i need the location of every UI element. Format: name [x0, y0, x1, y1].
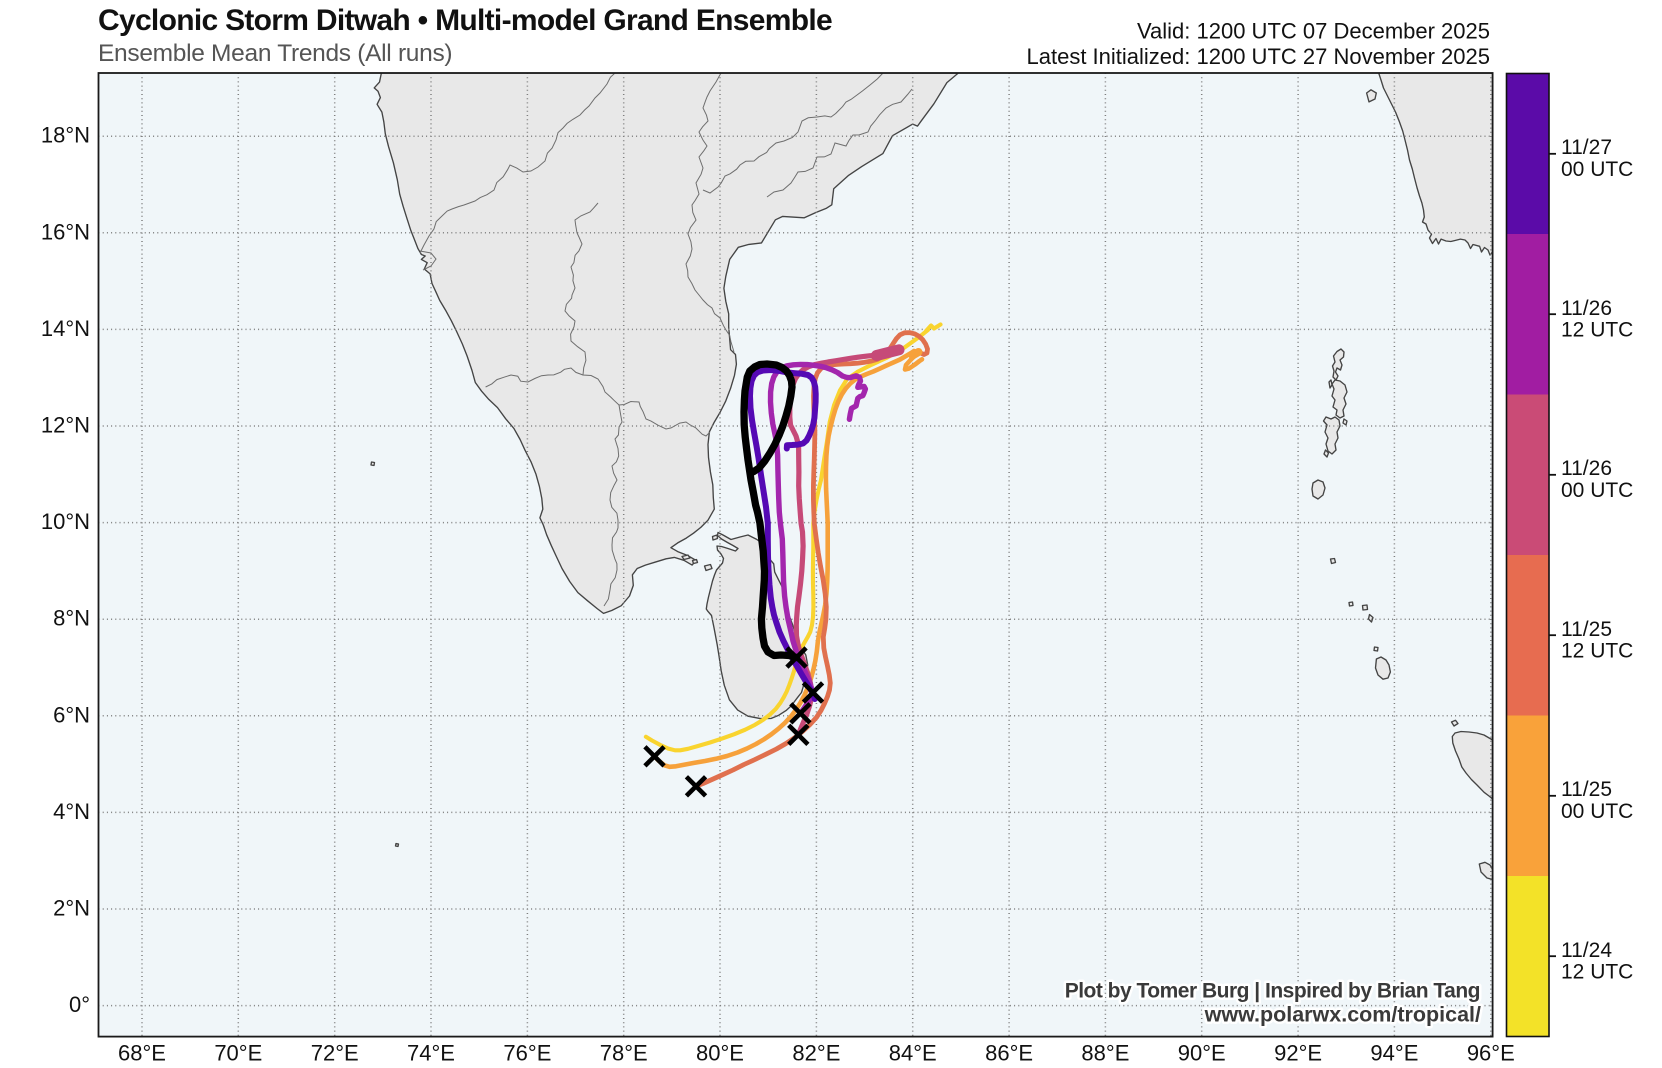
svg-text:94°E: 94°E [1370, 1041, 1418, 1066]
svg-text:86°E: 86°E [985, 1041, 1033, 1066]
svg-text:88°E: 88°E [1081, 1041, 1129, 1066]
svg-text:80°E: 80°E [696, 1041, 744, 1066]
svg-text:74°E: 74°E [407, 1041, 455, 1066]
svg-text:6°N: 6°N [53, 702, 90, 727]
svg-text:2°N: 2°N [53, 896, 90, 921]
svg-text:Cyclonic Storm Ditwah • Multi-: Cyclonic Storm Ditwah • Multi-model Gran… [98, 4, 832, 37]
svg-text:Latest Initialized: 1200 UTC 2: Latest Initialized: 1200 UTC 27 November… [1027, 44, 1490, 69]
svg-text:4°N: 4°N [53, 799, 90, 824]
svg-text:12 UTC: 12 UTC [1561, 319, 1633, 342]
svg-text:Valid: 1200 UTC 07 December 20: Valid: 1200 UTC 07 December 2025 [1137, 19, 1490, 44]
svg-text:68°E: 68°E [118, 1041, 166, 1066]
svg-text:12 UTC: 12 UTC [1561, 961, 1633, 984]
svg-text:82°E: 82°E [792, 1041, 840, 1066]
svg-text:11/26: 11/26 [1561, 297, 1612, 320]
svg-text:70°E: 70°E [214, 1041, 262, 1066]
svg-text:0°: 0° [69, 992, 90, 1017]
svg-text:14°N: 14°N [41, 316, 90, 341]
svg-text:8°N: 8°N [53, 606, 90, 631]
svg-text:00 UTC: 00 UTC [1561, 800, 1633, 823]
svg-text:11/25: 11/25 [1561, 618, 1612, 641]
svg-text:12 UTC: 12 UTC [1561, 640, 1633, 663]
svg-text:10°N: 10°N [41, 509, 90, 534]
svg-text:90°E: 90°E [1178, 1041, 1226, 1066]
svg-text:18°N: 18°N [41, 123, 90, 148]
svg-text:Ensemble Mean Trends (All runs: Ensemble Mean Trends (All runs) [98, 40, 452, 67]
svg-text:72°E: 72°E [311, 1041, 359, 1066]
svg-text:11/24: 11/24 [1561, 939, 1612, 962]
svg-text:11/27: 11/27 [1561, 136, 1612, 159]
svg-text:84°E: 84°E [889, 1041, 937, 1066]
svg-text:Plot by Tomer Burg | Inspired: Plot by Tomer Burg | Inspired by Brian T… [1065, 980, 1480, 1003]
svg-text:96°E: 96°E [1467, 1041, 1515, 1066]
svg-text:16°N: 16°N [41, 219, 90, 244]
svg-text:12°N: 12°N [41, 413, 90, 438]
svg-text:11/25: 11/25 [1561, 778, 1612, 801]
svg-text:00 UTC: 00 UTC [1561, 479, 1633, 502]
svg-text:78°E: 78°E [600, 1041, 648, 1066]
svg-text:www.polarwx.com/tropical/: www.polarwx.com/tropical/ [1204, 1003, 1481, 1027]
svg-text:76°E: 76°E [503, 1041, 551, 1066]
svg-text:00 UTC: 00 UTC [1561, 158, 1633, 181]
svg-text:11/26: 11/26 [1561, 457, 1612, 480]
svg-text:92°E: 92°E [1274, 1041, 1322, 1066]
